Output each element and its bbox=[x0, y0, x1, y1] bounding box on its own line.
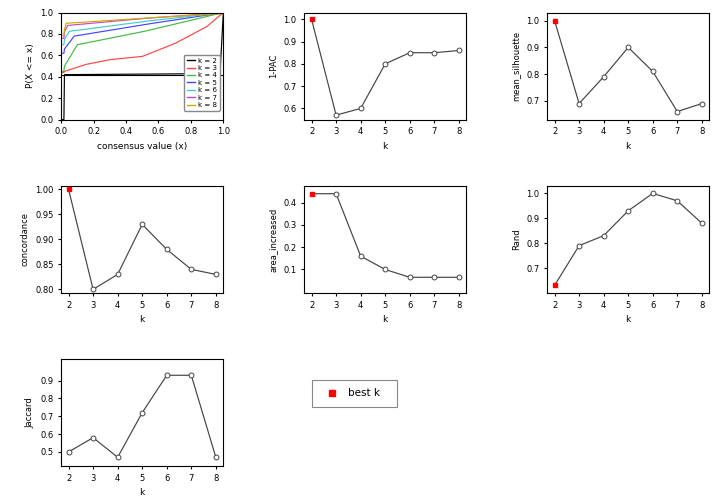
Bar bbox=[312, 380, 397, 407]
X-axis label: consensus value (x): consensus value (x) bbox=[97, 142, 187, 151]
X-axis label: k: k bbox=[140, 315, 145, 324]
Y-axis label: area_increased: area_increased bbox=[269, 207, 278, 272]
Y-axis label: Jaccard: Jaccard bbox=[26, 397, 35, 428]
X-axis label: k: k bbox=[626, 315, 631, 324]
X-axis label: k: k bbox=[140, 488, 145, 497]
Y-axis label: P(X <= x): P(X <= x) bbox=[26, 44, 35, 89]
X-axis label: k: k bbox=[626, 142, 631, 151]
Y-axis label: 1-PAC: 1-PAC bbox=[269, 54, 278, 78]
Y-axis label: Rand: Rand bbox=[512, 229, 521, 250]
Text: best k: best k bbox=[348, 389, 380, 399]
X-axis label: k: k bbox=[382, 315, 388, 324]
Y-axis label: mean_silhouette: mean_silhouette bbox=[512, 31, 521, 101]
Legend: k = 2, k = 3, k = 4, k = 5, k = 6, k = 7, k = 8: k = 2, k = 3, k = 4, k = 5, k = 6, k = 7… bbox=[184, 55, 220, 111]
X-axis label: k: k bbox=[382, 142, 388, 151]
Y-axis label: concordance: concordance bbox=[20, 212, 30, 267]
